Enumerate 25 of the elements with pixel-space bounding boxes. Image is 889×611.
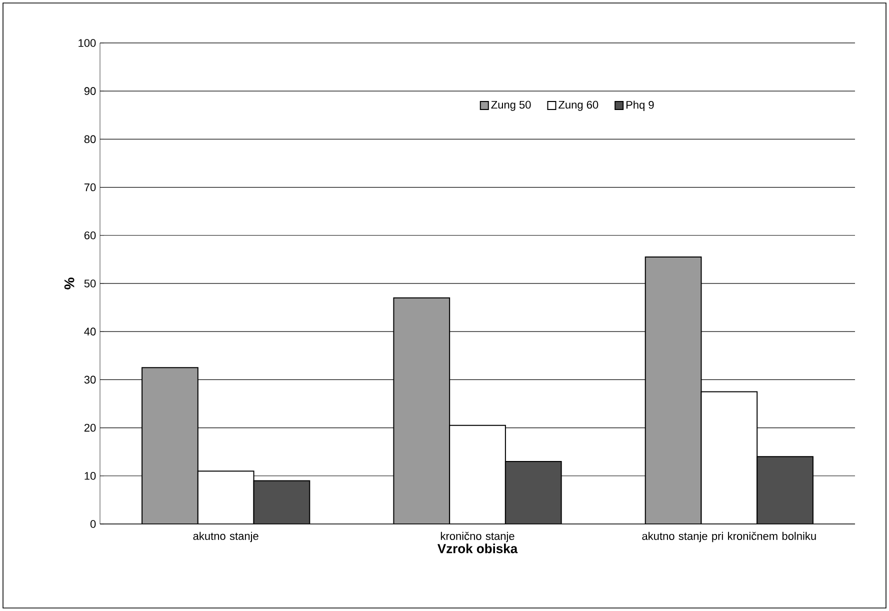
bar <box>756 456 814 524</box>
bar <box>253 480 310 524</box>
bar <box>393 297 450 524</box>
legend-label: Zung 50 <box>491 100 531 111</box>
y-tick-label: 30 <box>84 376 96 384</box>
y-tick-label: 100 <box>78 39 96 47</box>
y-tick-label: 10 <box>84 472 96 480</box>
y-tick-label: 90 <box>84 87 96 95</box>
y-tick-label: 70 <box>84 183 96 192</box>
y-tick-label: 50 <box>84 280 96 288</box>
y-tick-label: 60 <box>84 231 96 240</box>
y-axis-title: % <box>64 278 74 290</box>
legend-label: Zung 60 <box>558 100 598 111</box>
bar <box>504 460 562 524</box>
bar <box>644 256 702 524</box>
bar <box>142 367 198 524</box>
legend-label: Phq 9 <box>626 100 654 111</box>
y-tick-label: 0 <box>90 520 96 528</box>
x-tick-label: kronično stanje <box>440 532 514 542</box>
y-tick-label: 80 <box>84 135 96 144</box>
x-tick-label: akutno stanje pri kroničnem bolniku <box>642 532 816 542</box>
x-axis-title: Vzrok obiska <box>438 544 518 554</box>
x-tick-label: akutno stanje <box>193 532 258 542</box>
y-tick-label: 40 <box>84 328 96 336</box>
y-tick-label: 20 <box>84 424 96 432</box>
